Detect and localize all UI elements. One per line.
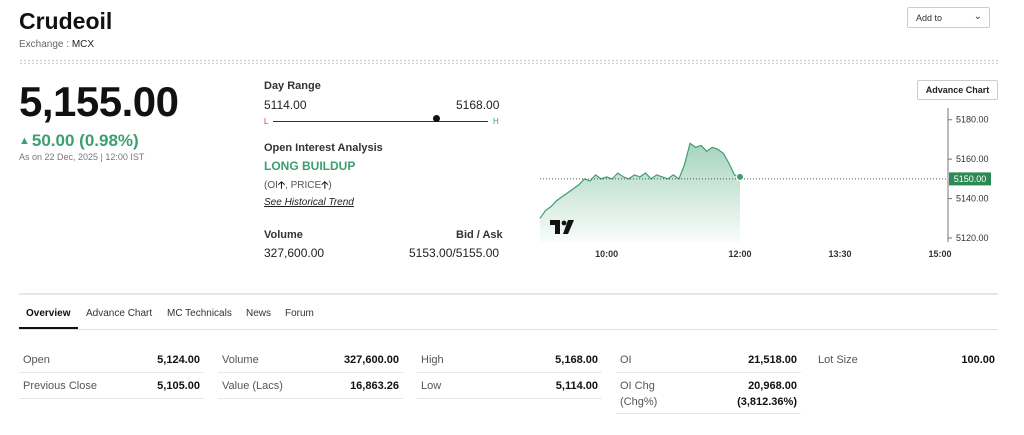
row-divider	[19, 372, 204, 373]
arrow-up-icon: 🡡	[277, 180, 286, 191]
active-tab-indicator	[19, 327, 78, 329]
volume-stat-value: 327,600.00	[343, 354, 399, 366]
oi-detail-suffix: )	[328, 180, 332, 191]
day-range-indicator	[432, 115, 440, 122]
chevron-down-icon: ⌄	[973, 11, 982, 22]
oi-status: LONG BUILDUP	[264, 159, 356, 173]
tab-advance-chart[interactable]: Advance Chart	[86, 308, 153, 319]
intraday-chart: 5180.00 5160.00 5140.00 5120.00 5150.00 10:00…	[539, 108, 991, 259]
oi-chg-pct-value: (3,812.36%)	[737, 396, 797, 408]
add-to-label: Add to	[916, 13, 943, 23]
oi-chg-pct-label: (Chg%)	[620, 396, 658, 408]
y-tick-label: 5180.00	[956, 115, 989, 125]
value-lacs-label: Value (Lacs)	[222, 380, 283, 392]
oi-label: OI	[620, 354, 632, 366]
row-divider	[218, 398, 403, 399]
current-price-tag	[949, 172, 991, 186]
day-range-track	[273, 121, 488, 122]
exchange-value: MCX	[71, 39, 95, 50]
price-change: ▲ 50.00 (0.98%)	[19, 131, 139, 151]
day-range-high: 5168.00	[456, 98, 500, 112]
value-lacs-value: 16,863.26	[350, 380, 399, 392]
y-tick-label: 5120.00	[956, 233, 989, 243]
tab-news[interactable]: News	[246, 308, 272, 319]
day-range-low: 5114.00	[264, 98, 307, 112]
exchange-info: Exchange : MCX	[19, 39, 94, 50]
low-marker: L	[264, 117, 269, 126]
y-tick-label: 5160.00	[956, 154, 989, 164]
row-divider	[616, 413, 801, 414]
oi-chg-label: OI Chg	[620, 380, 655, 392]
tab-forum[interactable]: Forum	[285, 308, 314, 319]
oi-value: 21,518.00	[748, 354, 797, 366]
page-title: Crudeoil	[19, 8, 113, 34]
last-price: 5,155.00	[19, 78, 179, 125]
historical-trend-link[interactable]: See Historical Trend	[264, 197, 354, 208]
price-line	[539, 142, 741, 219]
day-range-label: Day Range	[264, 80, 321, 92]
bid-ask-value: 5153.00/5155.00	[409, 246, 500, 260]
oi-chg-value: 20,968.00	[748, 380, 797, 392]
tab-mc-technicals[interactable]: MC Technicals	[167, 308, 232, 319]
advance-chart-button[interactable]: Advance Chart	[917, 80, 998, 100]
triangle-up-icon: ▲	[19, 135, 30, 147]
volume-value: 327,600.00	[264, 246, 325, 260]
row-divider	[19, 398, 204, 399]
prev-close-label: Previous Close	[23, 380, 97, 392]
volume-label: Volume	[264, 229, 303, 241]
lot-size-value: 100.00	[961, 354, 995, 366]
x-tick-label: 13:30	[828, 249, 851, 259]
high-value: 5,168.00	[555, 354, 598, 366]
header-divider	[19, 59, 998, 64]
x-tick-label: 15:00	[928, 249, 951, 259]
add-to-dropdown[interactable]: Add to ⌄	[907, 7, 990, 28]
low-label: Low	[421, 380, 442, 392]
arrow-up-icon: 🡡	[321, 180, 329, 191]
section-divider	[19, 293, 998, 295]
last-price-dot	[736, 172, 744, 181]
oi-detail-middle: , PRICE	[285, 180, 322, 191]
row-divider	[417, 398, 602, 399]
bid-ask-label: Bid / Ask	[456, 229, 503, 241]
y-tick-label: 5140.00	[956, 194, 989, 204]
prev-close-value: 5,105.00	[157, 380, 200, 392]
open-value: 5,124.00	[157, 354, 200, 366]
as-on-timestamp: As on 22 Dec, 2025 | 12:00 IST	[19, 152, 145, 162]
oi-analysis-label: Open Interest Analysis	[264, 142, 383, 154]
high-marker: H	[493, 117, 499, 126]
oi-detail-prefix: (OI	[264, 180, 278, 191]
exchange-label: Exchange :	[19, 39, 70, 50]
x-tick-label: 10:00	[595, 249, 618, 259]
current-price-label: 5150.00	[954, 174, 987, 184]
price-area	[540, 143, 740, 242]
row-divider	[417, 372, 602, 373]
price-change-value: 50.00 (0.98%)	[31, 131, 139, 150]
low-value: 5,114.00	[555, 380, 598, 392]
tradingview-logo-icon	[563, 220, 574, 234]
row-divider	[616, 372, 801, 373]
volume-stat-label: Volume	[222, 354, 259, 366]
oi-detail: (OI🡡, PRICE🡡)	[264, 178, 332, 195]
tabs-divider	[19, 329, 998, 330]
high-label: High	[421, 354, 444, 366]
tradingview-logo-icon	[561, 220, 567, 226]
tradingview-logo-icon	[550, 220, 560, 234]
open-label: Open	[23, 354, 50, 366]
tab-overview[interactable]: Overview	[26, 308, 71, 319]
x-tick-label: 12:00	[728, 249, 751, 259]
lot-size-label: Lot Size	[818, 354, 858, 366]
row-divider	[218, 372, 403, 373]
